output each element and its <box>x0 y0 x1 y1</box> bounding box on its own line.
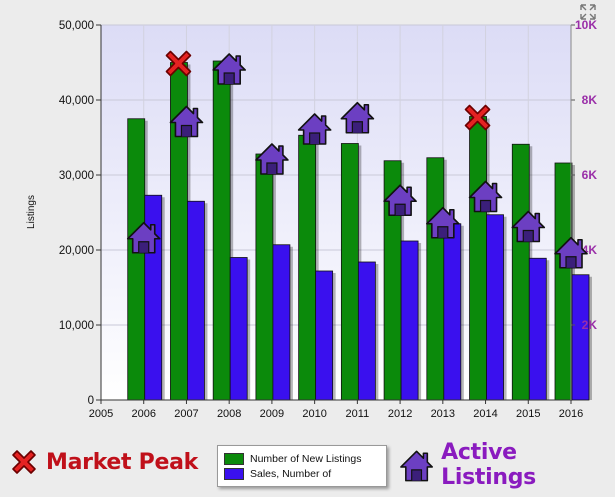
bar-sales <box>187 200 205 401</box>
x-tick-label: 2012 <box>388 408 412 420</box>
house-body <box>468 180 503 213</box>
house-door <box>437 226 449 238</box>
active-listings-marker <box>554 236 588 269</box>
bar-new-listings <box>212 60 231 401</box>
house-door <box>565 256 577 268</box>
bar-sales <box>571 274 590 401</box>
active-listings-marker <box>169 105 204 138</box>
active-listings-marker <box>297 113 332 145</box>
house-door <box>138 241 150 253</box>
house-door <box>351 121 363 133</box>
bar-new-listings <box>469 116 487 401</box>
legend-label: Sales, Number of <box>250 468 332 480</box>
bar-sales <box>357 261 376 401</box>
house-door <box>309 132 321 144</box>
market-peak-key: Market Peak <box>8 446 198 478</box>
active-listings-label: Active Listings <box>441 440 536 490</box>
x-tick-label: 2010 <box>302 408 326 420</box>
y-tick-label: 20,000 <box>59 245 94 257</box>
x-tick-label: 2011 <box>346 408 370 420</box>
house-door <box>266 162 278 174</box>
axes: 0 10,000 20,000 30,000 40,000 50,000 2005 2006 2… <box>59 18 598 420</box>
house-body <box>255 143 289 175</box>
legend-item-new-listings: Number of New Listings <box>224 452 361 466</box>
x-mark-icon <box>12 450 36 474</box>
y-tick-label: 50,000 <box>59 20 94 32</box>
x-mark <box>464 104 491 131</box>
house-body <box>554 236 588 269</box>
house-body <box>383 184 417 217</box>
x-tick-label: 2006 <box>131 408 155 420</box>
chart-legend: Number of New Listings Sales, Number of <box>217 445 387 487</box>
active-listings-marker <box>212 53 246 85</box>
bar-new-listings <box>298 134 317 401</box>
bar-sales <box>486 214 504 401</box>
market-peak-label: Market Peak <box>46 449 198 475</box>
active-listings-marker <box>426 206 460 239</box>
x-tick-label: 2005 <box>89 408 113 420</box>
bar-sales <box>528 257 547 401</box>
x-tick-label: 2016 <box>559 408 583 420</box>
legend-label: Number of New Listings <box>250 453 362 465</box>
y2-tick-label: 8K <box>582 93 598 107</box>
active-listings-key: Active Listings <box>398 440 615 490</box>
active-listings-marker <box>255 143 289 175</box>
house-body <box>426 206 460 239</box>
active-listings-marker <box>383 184 417 217</box>
market-peak-marker <box>464 104 491 131</box>
house-body <box>212 53 246 85</box>
bar-series <box>127 60 592 401</box>
house-door <box>479 199 492 212</box>
bar-new-listings <box>255 153 274 401</box>
active-listings-marker <box>340 101 375 134</box>
house-body <box>297 113 332 145</box>
market-peak-marker <box>165 50 192 77</box>
bar-sales <box>229 257 248 401</box>
x-tick-label: 2015 <box>516 408 540 420</box>
legend-item-sales: Sales, Number of <box>224 467 331 481</box>
bar-sales <box>315 270 334 401</box>
y-tick-label: 10,000 <box>59 320 94 332</box>
active-listings-marker <box>468 180 503 213</box>
bar-new-listings <box>511 143 530 401</box>
y2-tick-label: 6K <box>582 168 598 182</box>
legend-swatch-green <box>224 453 244 465</box>
bar-new-listings <box>340 143 359 401</box>
x-tick-label: 2007 <box>174 408 198 420</box>
house-body <box>340 101 375 134</box>
house-door <box>394 203 406 216</box>
house-icon <box>400 450 434 482</box>
active-listings-marker <box>126 221 161 254</box>
x-tick-label: 2014 <box>473 408 497 420</box>
active-listings-marker <box>511 210 546 243</box>
x-tick-label: 2009 <box>260 408 284 420</box>
y-axis-label: Listings <box>26 195 37 229</box>
house-door <box>223 72 235 84</box>
house-door <box>522 229 534 242</box>
x-tick-label: 2008 <box>217 408 241 420</box>
y2-tick-label: 2K <box>582 318 598 332</box>
x-mark <box>165 50 192 77</box>
y-tick-label: 30,000 <box>59 170 94 182</box>
x-tick-label: 2013 <box>431 408 455 420</box>
bar-sales <box>443 223 462 401</box>
y-tick-label: 0 <box>88 395 94 407</box>
bar-new-listings <box>554 162 573 401</box>
y2-tick-label: 10K <box>575 18 597 32</box>
y-tick-label: 40,000 <box>59 95 94 107</box>
bar-new-listings <box>426 157 445 401</box>
marker-layer <box>126 50 588 269</box>
bar-new-listings <box>127 118 146 401</box>
house-body <box>511 210 546 243</box>
legend-swatch-blue <box>224 468 244 480</box>
house-door <box>180 124 193 137</box>
expand-icon[interactable] <box>580 4 596 20</box>
house-body <box>169 105 204 138</box>
bar-sales <box>400 240 419 401</box>
bar-sales <box>272 244 291 401</box>
house-body <box>126 221 161 254</box>
